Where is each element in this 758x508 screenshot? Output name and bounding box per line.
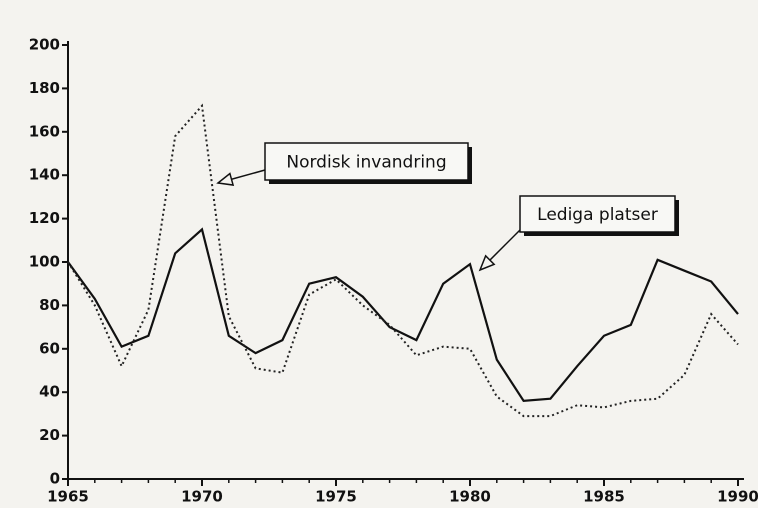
label-box [264,142,469,181]
y-tick-label: 60 [39,339,60,357]
y-tick-label: 40 [39,383,60,401]
y-tick-label: 120 [29,209,60,227]
x-tick-label: 1965 [47,488,89,506]
y-tick-label: 140 [29,166,60,184]
arrow-head [478,254,496,272]
x-tick-label: 1985 [583,488,625,506]
label-box [519,195,676,233]
legend-label: Nordisk invandring [286,153,446,173]
x-tick-label: 1975 [315,488,357,506]
x-tick-label: 1990 [717,488,758,506]
series-line [67,103,739,418]
y-tick-label: 200 [29,36,60,54]
x-tick-label: 1980 [449,488,491,506]
x-tick-label: 1970 [181,488,223,506]
y-tick-label: 0 [50,470,60,488]
arrow-head [216,172,235,186]
y-tick-label: 80 [39,296,60,314]
legend-label: Lediga platser [537,205,658,225]
y-tick-label: 180 [29,79,60,97]
series-line [67,227,739,403]
y-tick-label: 100 [29,253,60,271]
y-tick-label: 20 [39,426,60,444]
y-tick-label: 160 [29,122,60,140]
